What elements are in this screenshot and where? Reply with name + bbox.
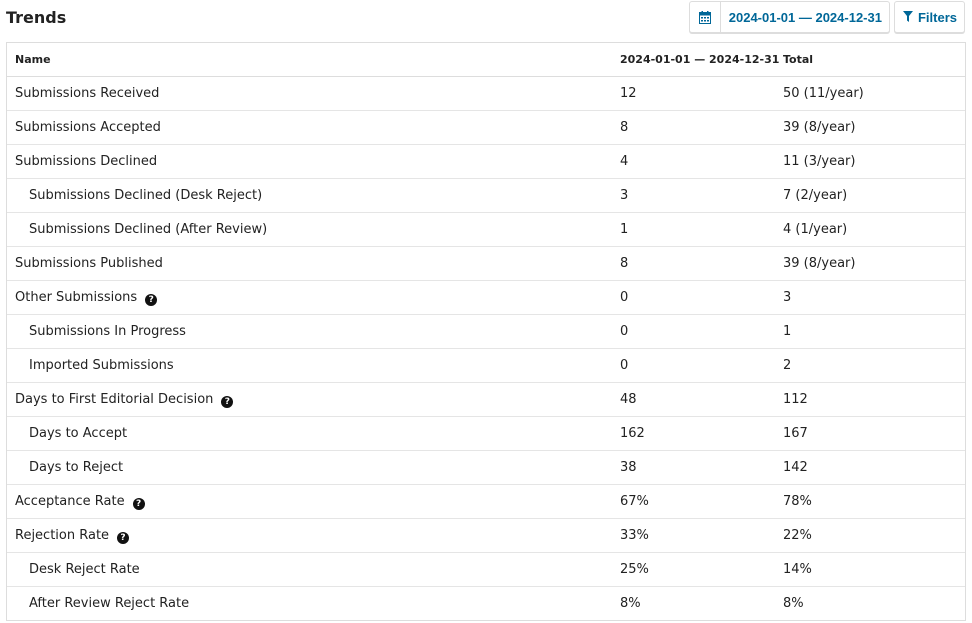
calendar-icon: [690, 2, 721, 32]
row-period-value: 8: [612, 110, 775, 145]
table-row: Desk Reject Rate 25% 14%: [7, 552, 965, 587]
row-name: Days to Reject: [7, 450, 612, 485]
question-circle-icon[interactable]: ?: [132, 497, 145, 510]
table-row: Other Submissions? 0 3: [7, 280, 965, 315]
row-label: Days to First Editorial Decision: [15, 391, 214, 407]
toolbar: 2024-01-01 — 2024-12-31 Filters: [688, 1, 965, 33]
row-name: Days to Accept: [7, 416, 612, 451]
row-name: Imported Submissions: [7, 348, 612, 383]
row-total-value: 78%: [775, 484, 965, 519]
row-name: Days to First Editorial Decision?: [7, 382, 612, 417]
row-total-value: 50 (11/year): [783, 86, 864, 101]
row-name: Submissions Accepted: [7, 110, 612, 145]
row-name: Submissions Declined (Desk Reject): [7, 178, 612, 213]
row-period-value: 0: [612, 348, 775, 383]
row-label: Days to Accept: [29, 426, 128, 441]
row-period-value: 33%: [612, 518, 775, 553]
table-row: Submissions Accepted 8 39 (8/year): [7, 110, 965, 145]
row-total-value: 14%: [775, 552, 965, 587]
row-period-value: 0: [612, 314, 775, 349]
table-row: Rejection Rate? 33% 22%: [7, 518, 965, 553]
filter-icon: [902, 10, 913, 25]
row-period-value: 0: [612, 280, 775, 315]
row-label: Acceptance Rate: [15, 493, 125, 509]
row-period-value: 12: [620, 86, 637, 101]
row-total-value: 39 (8/year): [775, 110, 965, 145]
row-name: Submissions Received: [7, 77, 612, 111]
row-period-value: 1: [612, 212, 775, 247]
row-period-value: 4: [612, 144, 775, 179]
row-label: Submissions Declined (After Review): [29, 222, 268, 237]
table-row: Days to Accept 162 167: [7, 416, 965, 451]
row-label: Desk Reject Rate: [29, 562, 140, 577]
row-label: After Review Reject Rate: [29, 596, 190, 611]
table-row: Imported Submissions 0 2: [7, 348, 965, 383]
table-row: Submissions Published 8 39 (8/year): [7, 246, 965, 281]
row-total-value: 2: [775, 348, 965, 383]
column-header-name: Name: [7, 43, 612, 77]
row-label: Imported Submissions: [29, 358, 174, 373]
row-label: Rejection Rate: [15, 527, 110, 543]
question-circle-icon[interactable]: ?: [145, 293, 158, 306]
row-label: Submissions Declined: [15, 154, 158, 169]
row-total-value: 3: [775, 280, 965, 315]
row-label: Submissions Received: [15, 86, 160, 101]
table-row: Days to Reject 38 142: [7, 450, 965, 485]
date-range-label: 2024-01-01 — 2024-12-31: [728, 9, 882, 25]
row-total-value: 8%: [775, 586, 965, 620]
row-total-value: 1: [775, 314, 965, 349]
row-total-value: 4 (1/year): [775, 212, 965, 247]
row-name: Desk Reject Rate: [7, 552, 612, 587]
row-name: Acceptance Rate?: [7, 484, 612, 519]
row-name: Submissions Published: [7, 246, 612, 281]
row-period-value: 38: [612, 450, 775, 485]
row-total-value: 7 (2/year): [775, 178, 965, 213]
column-header-total: Total: [775, 43, 965, 77]
row-period-value: 162: [612, 416, 775, 451]
table-row: Submissions Received 12 50 (11/year): [7, 77, 965, 111]
row-total-value: 142: [775, 450, 965, 485]
table-header-row: Name 2024-01-01 — 2024-12-31 Total: [7, 43, 965, 77]
column-header-period: 2024-01-01 — 2024-12-31: [612, 43, 779, 77]
row-name: Submissions In Progress: [7, 314, 612, 349]
row-total-value: 167: [775, 416, 965, 451]
row-name: Rejection Rate?: [7, 518, 612, 553]
row-period-value: 8%: [612, 586, 775, 620]
row-name: After Review Reject Rate: [7, 586, 612, 620]
row-period-value: 25%: [612, 552, 775, 587]
table-row: Submissions Declined 4 11 (3/year): [7, 144, 965, 179]
table-row: Acceptance Rate? 67% 78%: [7, 484, 965, 519]
trends-table: Name 2024-01-01 — 2024-12-31 Total Submi…: [6, 42, 966, 621]
row-name: Other Submissions?: [7, 280, 612, 315]
table-row: Submissions In Progress 0 1: [7, 314, 965, 349]
row-label: Submissions Accepted: [15, 120, 161, 135]
table-row: Submissions Declined (Desk Reject) 3 7 (…: [7, 178, 965, 213]
table-row: Submissions Declined (After Review) 1 4 …: [7, 212, 965, 247]
filters-button[interactable]: Filters: [893, 1, 965, 33]
question-circle-icon[interactable]: ?: [221, 395, 234, 408]
row-total-value: 11 (3/year): [775, 144, 965, 179]
date-range-button[interactable]: 2024-01-01 — 2024-12-31: [688, 1, 890, 33]
filters-label: Filters: [917, 9, 957, 25]
row-total-value: 39 (8/year): [775, 246, 965, 281]
row-period-value: 48: [612, 382, 775, 417]
row-total-value: 112: [775, 382, 965, 417]
row-label: Submissions Declined (Desk Reject): [29, 188, 263, 203]
table-row: After Review Reject Rate 8% 8%: [7, 586, 965, 620]
row-label: Submissions In Progress: [29, 324, 186, 339]
row-period-value: 3: [612, 178, 775, 213]
row-label: Days to Reject: [29, 460, 124, 475]
question-circle-icon[interactable]: ?: [117, 531, 130, 544]
row-label: Submissions Published: [15, 256, 163, 271]
row-label: Other Submissions: [15, 289, 138, 305]
page-title: Trends: [6, 8, 67, 27]
row-total-value: 22%: [775, 518, 965, 553]
row-name: Submissions Declined: [7, 144, 612, 179]
row-period-value: 67%: [612, 484, 775, 519]
row-name: Submissions Declined (After Review): [7, 212, 612, 247]
table-row: Days to First Editorial Decision? 48 112: [7, 382, 965, 417]
row-period-value: 8: [612, 246, 775, 281]
